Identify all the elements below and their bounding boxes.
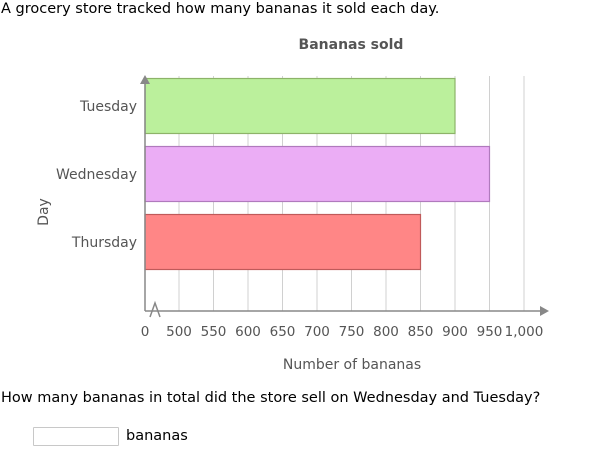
bar-tuesday bbox=[144, 77, 456, 135]
x-tick-label: 1,000 bbox=[505, 324, 544, 340]
x-tick-label: 0 bbox=[141, 324, 150, 340]
x-tick-label: 950 bbox=[477, 324, 503, 340]
answer-unit-label: bananas bbox=[126, 428, 188, 444]
x-tick-label: 800 bbox=[373, 324, 399, 340]
x-tick-label: 650 bbox=[270, 324, 296, 340]
y-axis-label: Day bbox=[36, 198, 52, 226]
bar-wednesday bbox=[144, 145, 491, 203]
axis-break-icon bbox=[149, 300, 161, 318]
y-axis-arrow bbox=[140, 75, 150, 84]
chart-title: Bananas sold bbox=[299, 37, 404, 53]
bar-thursday bbox=[144, 213, 422, 271]
intro-text: A grocery store tracked how many bananas… bbox=[1, 1, 440, 17]
x-tick-label: 750 bbox=[339, 324, 365, 340]
y-tick-label: Tuesday bbox=[79, 99, 137, 115]
y-tick-labels: Tuesday Wednesday Thursday bbox=[56, 99, 137, 251]
x-tick-label: 550 bbox=[201, 324, 227, 340]
y-tick-label: Wednesday bbox=[56, 167, 137, 183]
x-tick-label: 700 bbox=[304, 324, 330, 340]
x-axis-arrow bbox=[540, 306, 549, 316]
x-tick-labels: 0 500 550 600 650 700 750 800 850 900 950 1,000 bbox=[141, 324, 544, 340]
x-tick-label: 600 bbox=[235, 324, 261, 340]
x-axis-label: Number of bananas bbox=[283, 357, 421, 373]
question-text: How many bananas in total did the store … bbox=[1, 390, 541, 406]
answer-input[interactable] bbox=[33, 427, 119, 446]
bars bbox=[144, 77, 491, 271]
x-tick-label: 500 bbox=[166, 324, 192, 340]
x-tick-label: 850 bbox=[408, 324, 434, 340]
y-tick-label: Thursday bbox=[71, 235, 137, 251]
x-tick-label: 900 bbox=[442, 324, 468, 340]
axes bbox=[140, 75, 549, 318]
